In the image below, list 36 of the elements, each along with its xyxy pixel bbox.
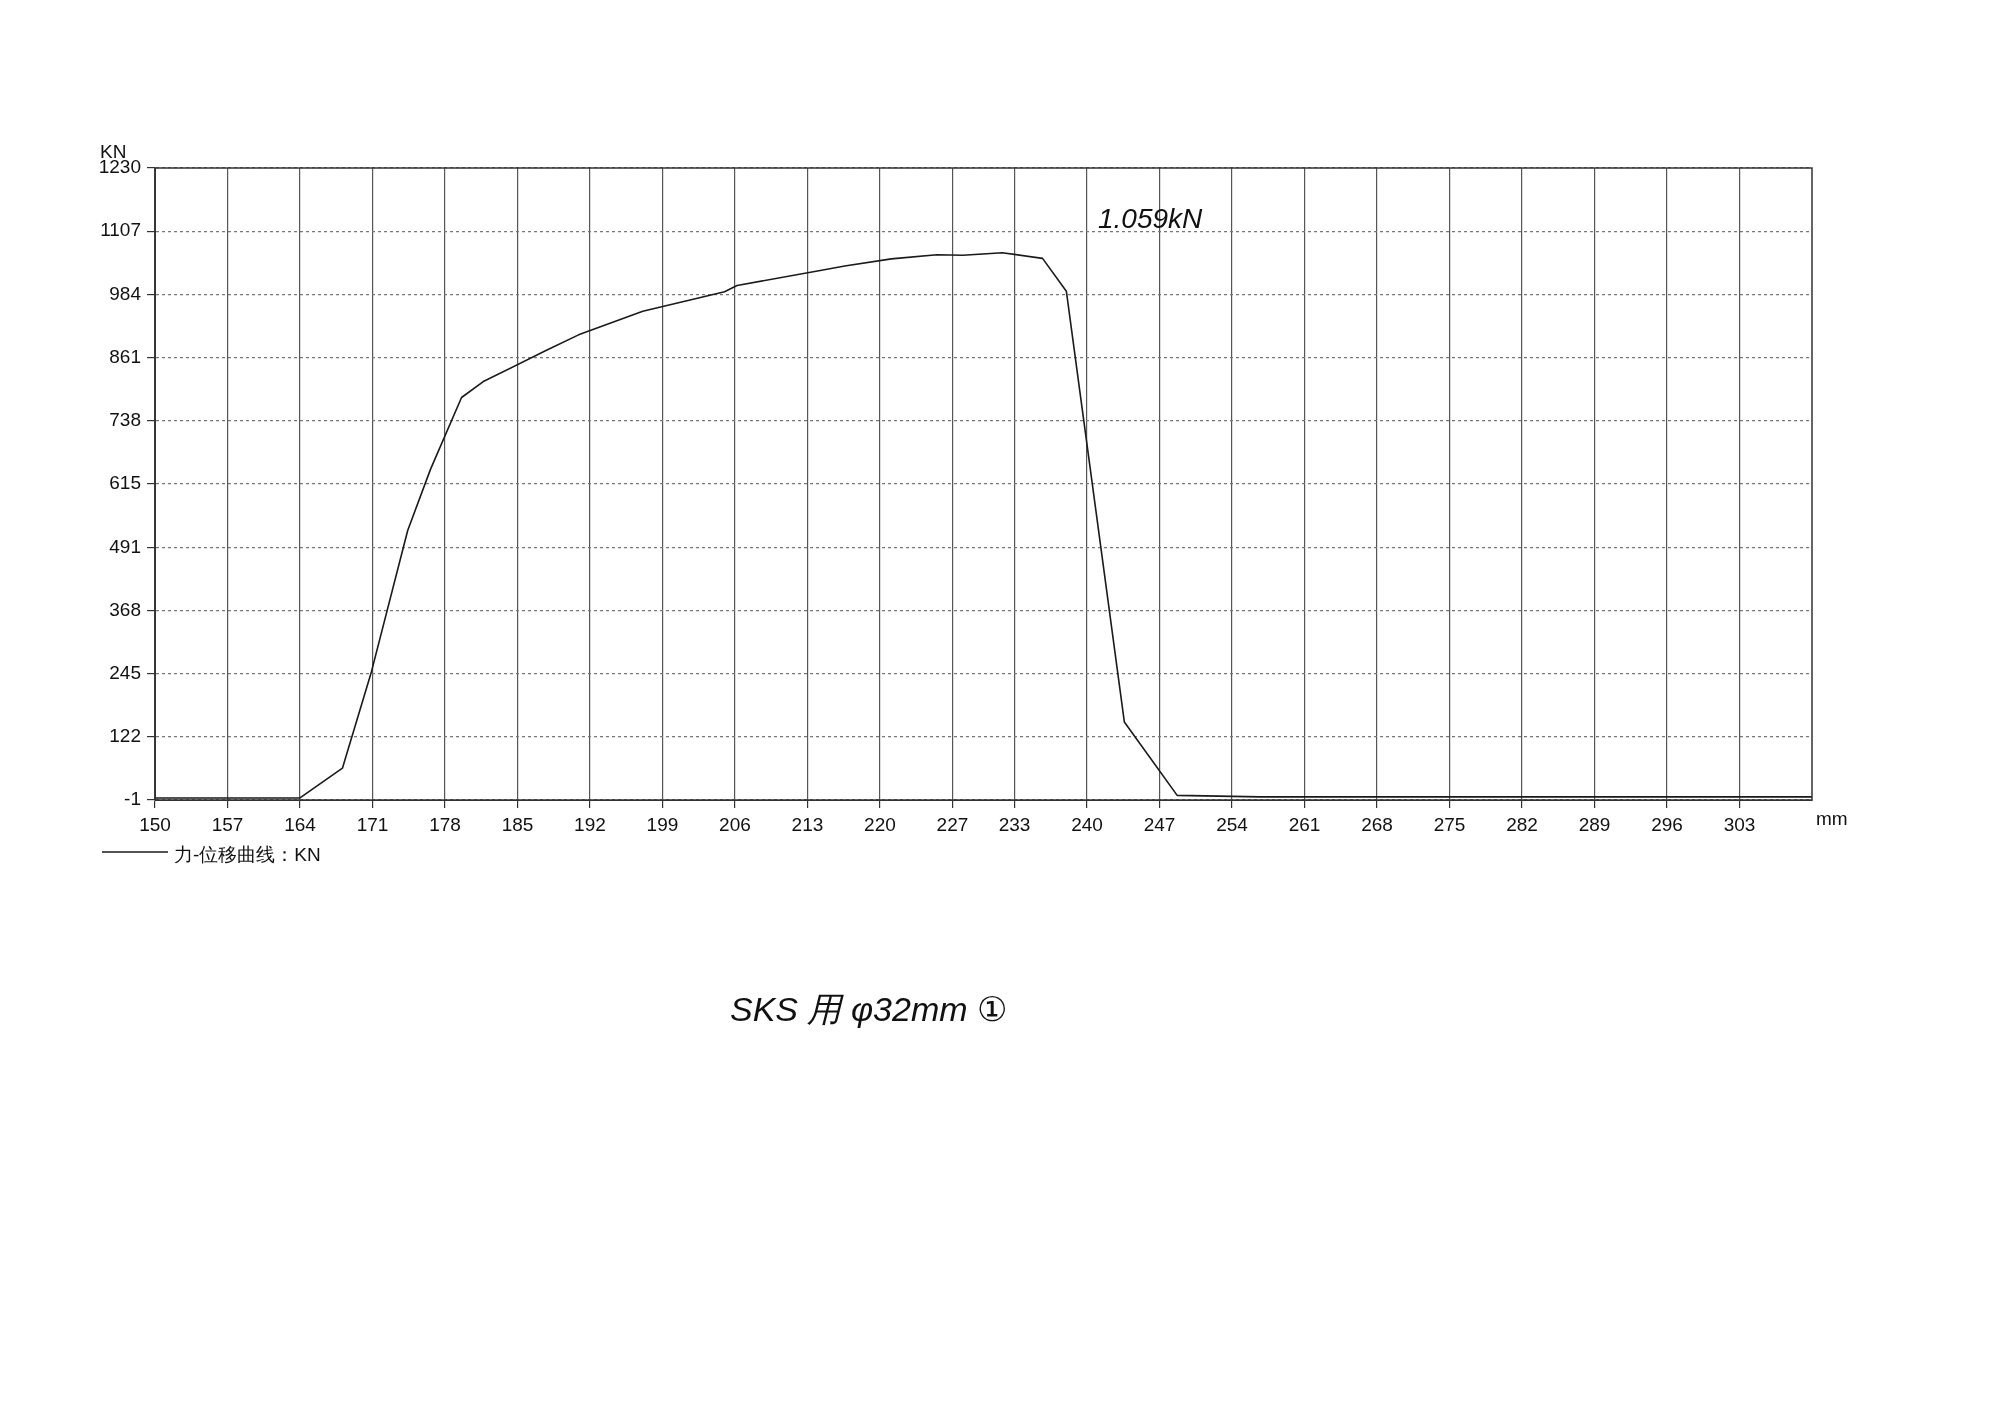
y-tick-label: 368 [109, 598, 141, 620]
x-tick-label: 213 [791, 813, 824, 835]
x-tick-label: 303 [1723, 813, 1756, 835]
y-tick-label: 122 [109, 725, 141, 747]
x-axis-title: mm [1816, 807, 1848, 829]
y-tick-label: 491 [109, 535, 141, 557]
y-tick-label: -1 [124, 788, 141, 810]
x-tick-label: 296 [1651, 813, 1683, 835]
x-tick-label: 254 [1216, 813, 1249, 835]
x-tick-label: 240 [1071, 813, 1103, 835]
x-tick-label: 171 [356, 813, 389, 835]
x-tick-label: 199 [646, 813, 679, 835]
x-tick-label: 289 [1578, 813, 1611, 835]
y-tick-label: 984 [109, 282, 142, 304]
x-tick-label: 233 [998, 813, 1031, 835]
y-tick-label: 1107 [100, 219, 141, 241]
x-tick-label: 157 [211, 813, 244, 835]
x-tick-label: 282 [1506, 813, 1538, 835]
x-tick-label: 220 [864, 813, 896, 835]
x-tick-label: 150 [139, 813, 171, 835]
x-tick-label: 185 [501, 813, 534, 835]
x-tick-label: 275 [1433, 813, 1466, 835]
x-tick-label: 164 [284, 813, 317, 835]
x-tick-label: 247 [1143, 813, 1176, 835]
x-tick-label: 206 [719, 813, 751, 835]
y-tick-label: 861 [109, 345, 141, 367]
x-tick-label: 192 [574, 813, 606, 835]
y-tick-label: 738 [109, 408, 141, 430]
y-tick-label: 615 [109, 471, 141, 493]
x-tick-label: 178 [429, 813, 461, 835]
x-tick-label: 227 [936, 813, 969, 835]
y-tick-label: 245 [109, 661, 141, 683]
x-tick-label: 261 [1288, 813, 1321, 835]
x-tick-label: 268 [1361, 813, 1393, 835]
text: SKS 用 φ32mm ① [730, 990, 1008, 1029]
legend-label: 力-位移曲线：KN [174, 844, 321, 866]
